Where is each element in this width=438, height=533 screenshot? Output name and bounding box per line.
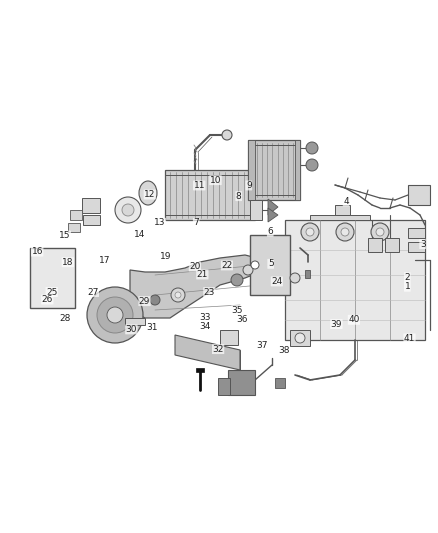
Text: 5: 5	[268, 260, 274, 268]
Circle shape	[243, 265, 253, 275]
Circle shape	[290, 273, 300, 283]
Text: 30: 30	[126, 325, 137, 334]
Circle shape	[150, 295, 160, 305]
Text: 27: 27	[87, 288, 99, 296]
Text: 15: 15	[59, 231, 71, 240]
Polygon shape	[408, 242, 425, 252]
Text: 16: 16	[32, 247, 43, 256]
Polygon shape	[83, 215, 100, 225]
Text: 39: 39	[331, 320, 342, 328]
Text: 8: 8	[236, 192, 242, 200]
Circle shape	[175, 292, 181, 298]
Polygon shape	[385, 238, 399, 252]
Text: 10: 10	[210, 176, 221, 184]
Polygon shape	[248, 140, 300, 200]
Polygon shape	[125, 318, 145, 325]
Circle shape	[336, 223, 354, 241]
Text: 11: 11	[194, 181, 205, 190]
Polygon shape	[408, 228, 425, 238]
Circle shape	[306, 159, 318, 171]
Polygon shape	[250, 235, 290, 295]
Polygon shape	[218, 378, 230, 395]
Circle shape	[97, 297, 133, 333]
Text: 35: 35	[232, 306, 243, 314]
Polygon shape	[228, 370, 255, 395]
Polygon shape	[408, 185, 430, 205]
Circle shape	[87, 287, 143, 343]
Polygon shape	[70, 210, 82, 220]
Text: 36: 36	[236, 316, 247, 324]
Text: 2: 2	[405, 273, 410, 281]
Circle shape	[295, 333, 305, 343]
Text: 13: 13	[154, 219, 166, 227]
Polygon shape	[290, 330, 310, 346]
Text: 29: 29	[139, 297, 150, 305]
Text: 18: 18	[62, 258, 74, 266]
Text: 14: 14	[134, 230, 145, 239]
Polygon shape	[275, 378, 285, 388]
Text: 21: 21	[197, 270, 208, 279]
Polygon shape	[335, 205, 350, 215]
Text: 9: 9	[246, 181, 252, 190]
Polygon shape	[68, 223, 80, 232]
Circle shape	[107, 307, 123, 323]
Text: 32: 32	[212, 345, 224, 353]
Circle shape	[115, 197, 141, 223]
Circle shape	[306, 142, 318, 154]
Text: 24: 24	[271, 277, 283, 286]
Text: 1: 1	[404, 282, 410, 291]
Polygon shape	[310, 215, 370, 220]
Text: 25: 25	[46, 288, 57, 296]
Polygon shape	[165, 170, 255, 220]
Polygon shape	[30, 248, 75, 308]
Circle shape	[171, 288, 185, 302]
Polygon shape	[175, 335, 240, 370]
Ellipse shape	[139, 181, 157, 205]
Text: 33: 33	[199, 313, 211, 321]
Circle shape	[301, 223, 319, 241]
Text: 6: 6	[267, 228, 273, 236]
Text: 34: 34	[199, 322, 211, 330]
Text: 23: 23	[204, 288, 215, 296]
Polygon shape	[268, 199, 278, 215]
Polygon shape	[250, 200, 262, 220]
Polygon shape	[295, 140, 300, 200]
Circle shape	[231, 274, 243, 286]
Text: 22: 22	[221, 261, 233, 270]
Text: 19: 19	[160, 253, 171, 261]
Text: 31: 31	[147, 324, 158, 332]
Text: 26: 26	[42, 295, 53, 304]
Text: 37: 37	[256, 341, 268, 350]
Polygon shape	[220, 330, 238, 345]
Polygon shape	[82, 198, 100, 213]
Circle shape	[222, 130, 232, 140]
Text: 38: 38	[278, 346, 290, 355]
Polygon shape	[368, 238, 382, 252]
Text: 7: 7	[193, 219, 199, 227]
Circle shape	[122, 204, 134, 216]
Polygon shape	[285, 220, 425, 340]
Circle shape	[251, 261, 259, 269]
Text: 4: 4	[343, 197, 349, 206]
Circle shape	[371, 223, 389, 241]
Circle shape	[341, 228, 349, 236]
Text: 40: 40	[348, 316, 360, 324]
Polygon shape	[305, 270, 310, 278]
Polygon shape	[196, 368, 204, 372]
Text: 41: 41	[404, 334, 415, 343]
Polygon shape	[268, 208, 278, 222]
Circle shape	[306, 228, 314, 236]
Text: 28: 28	[59, 314, 71, 323]
Text: 20: 20	[189, 262, 201, 271]
Polygon shape	[130, 255, 265, 318]
Text: 17: 17	[99, 256, 110, 264]
Circle shape	[376, 228, 384, 236]
Text: 3: 3	[420, 240, 426, 248]
Polygon shape	[248, 140, 255, 200]
Text: 12: 12	[144, 190, 155, 199]
